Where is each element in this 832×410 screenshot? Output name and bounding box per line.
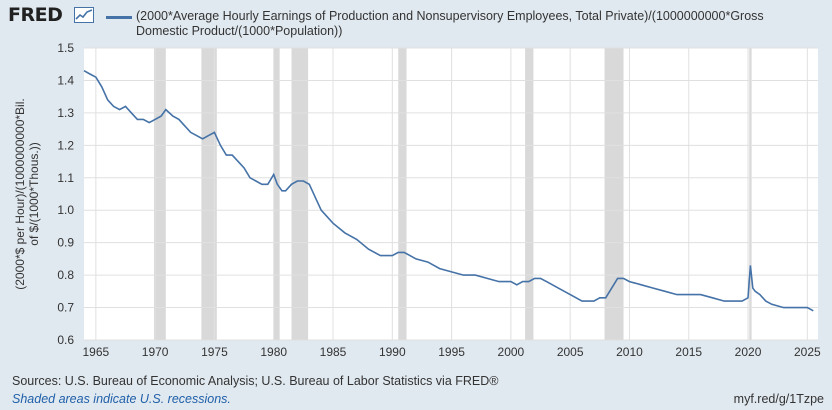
- legend-swatch: [106, 16, 132, 19]
- x-tick-label: 2000: [498, 345, 525, 359]
- x-tick-label: 1975: [201, 345, 228, 359]
- short-link[interactable]: myf.red/g/1Tzpe: [733, 392, 824, 406]
- recession-band-1: [201, 48, 217, 340]
- recession-band-3: [291, 48, 309, 340]
- recession-note: Shaded areas indicate U.S. recessions.: [12, 392, 231, 406]
- recession-band-7: [749, 48, 752, 340]
- x-tick-label: 2010: [616, 345, 643, 359]
- recession-band-2: [273, 48, 280, 340]
- recession-band-5: [525, 48, 534, 340]
- y-tick-label: 0.7: [57, 301, 74, 315]
- y-axis-label-line1: (2000*$ per Hour)/(1000000000*Bil.: [13, 98, 27, 289]
- x-tick-label: 1985: [320, 345, 347, 359]
- x-tick-label: 2005: [557, 345, 584, 359]
- recession-band-6: [604, 48, 624, 340]
- y-tick-label: 1.3: [57, 106, 74, 120]
- y-tick-label: 1.2: [57, 138, 74, 152]
- header: FRED (2000*Average Hourly Earnings of Pr…: [8, 4, 824, 40]
- x-tick-label: 1970: [142, 345, 169, 359]
- fred-logo[interactable]: FRED: [8, 4, 63, 26]
- x-tick-labels: 1965 1970 1975 1980 1985 1990 1995 2000 2005 2010…: [83, 345, 821, 359]
- x-tick-label: 2025: [794, 345, 821, 359]
- chart-line-icon: [74, 7, 94, 23]
- legend-label[interactable]: (2000*Average Hourly Earnings of Product…: [136, 9, 764, 38]
- y-tick-label: 0.6: [57, 333, 74, 347]
- recession-band-0: [153, 48, 166, 340]
- recession-bands: [153, 48, 752, 340]
- series-line[interactable]: [83, 70, 814, 312]
- x-tick-label: 1995: [438, 345, 465, 359]
- x-tick-label: 1990: [379, 345, 406, 359]
- y-tick-label: 0.9: [57, 236, 74, 250]
- line-chart[interactable]: 0.60.70.80.91.01.11.21.31.41.5 1965 1970 1…: [0, 40, 832, 362]
- y-axis-label-line2: of $/(1000*Thous.)): [27, 142, 41, 245]
- grid-lines: [84, 47, 818, 341]
- x-tick-label: 2020: [735, 345, 762, 359]
- sources-text: Sources: U.S. Bureau of Economic Analysi…: [12, 374, 499, 388]
- y-tick-label: 1.0: [57, 203, 74, 217]
- y-tick-label: 1.1: [57, 171, 74, 185]
- y-tick-label: 1.5: [57, 41, 74, 55]
- y-tick-label: 0.8: [57, 268, 74, 282]
- x-tick-label: 1980: [260, 345, 287, 359]
- y-tick-label: 1.4: [57, 73, 74, 87]
- x-tick-label: 1965: [83, 345, 110, 359]
- recession-band-4: [398, 48, 407, 340]
- y-tick-labels: 0.6 0.7 0.8 0.9 1.0 1.1 1.2 1.3 1.4 1.5: [57, 41, 74, 347]
- x-tick-label: 2015: [675, 345, 702, 359]
